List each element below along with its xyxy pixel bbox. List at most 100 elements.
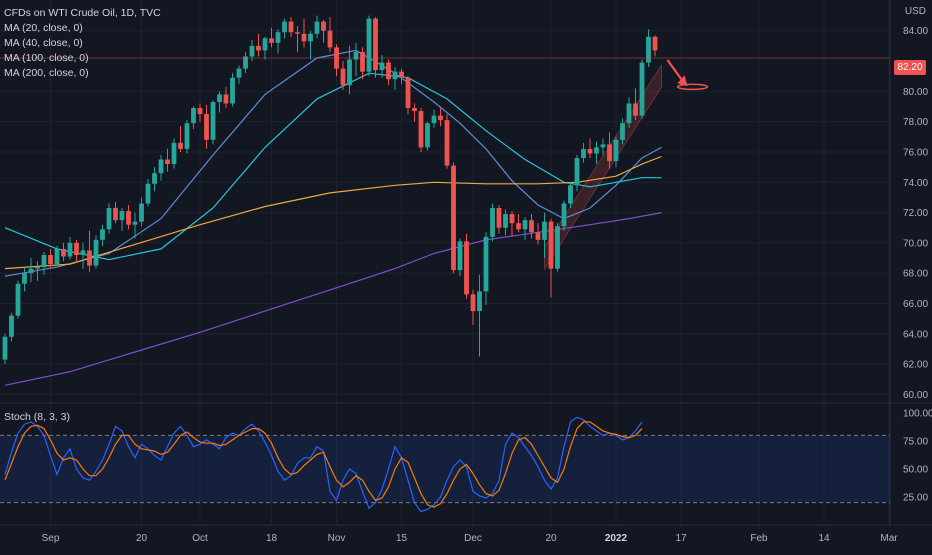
candle-body (100, 229, 105, 240)
ma200-label[interactable]: MA (200, close, 0) (4, 67, 89, 79)
candle-body (503, 214, 508, 228)
candle-body (126, 211, 131, 225)
candle-body (561, 203, 567, 227)
candle-body (41, 255, 47, 268)
time-axis[interactable]: Sep 20 Oct 18 Nov 15 Dec 20 2022 17 Feb 14 Mar (42, 533, 899, 544)
candle-body (366, 18, 372, 72)
candle-body (9, 315, 14, 337)
time-tick-label: 18 (266, 533, 278, 544)
candle-body (340, 68, 346, 86)
candle-body (347, 59, 352, 86)
price-axis[interactable]: 84.00 80.00 78.00 76.00 74.00 72.00 70.00 68.00… (903, 26, 928, 401)
candle-body (425, 123, 430, 148)
candle-body (535, 232, 541, 240)
time-tick-label: 2022 (605, 533, 628, 544)
stoch-axis[interactable]: 100.00 75.00 50.00 25.00 (903, 408, 932, 503)
candle-body (405, 77, 411, 109)
stoch-label[interactable]: Stoch (8, 3, 3) (4, 411, 70, 423)
candle-body (87, 250, 92, 266)
candle-body (22, 273, 27, 284)
candle-body (35, 267, 40, 269)
stoch-tick-label: 25.00 (903, 492, 928, 503)
candle-body (139, 203, 144, 222)
candle-body (184, 123, 190, 149)
candle-body (548, 221, 554, 269)
candle-body (2, 336, 8, 360)
forecast-target (676, 83, 709, 91)
candle-body (613, 139, 619, 162)
candle-body (646, 36, 651, 63)
currency-label: USD (904, 6, 926, 17)
candle-body (373, 18, 378, 71)
time-tick-label: Dec (464, 533, 482, 544)
candle-body (418, 111, 424, 148)
candle-body (249, 45, 255, 57)
candle-body (321, 21, 326, 31)
time-tick-label: 14 (818, 533, 830, 544)
time-tick-label: Feb (750, 533, 768, 544)
price-tick-label: 62.00 (903, 360, 928, 371)
price-tick-label: 80.00 (903, 87, 928, 98)
ma-line-0 (4, 49, 662, 277)
time-tick-label: 20 (136, 533, 148, 544)
candle-body (581, 148, 586, 159)
candle-body (399, 71, 404, 78)
stoch-tick-label: 75.00 (903, 436, 928, 447)
candle-body (191, 108, 196, 124)
candle-body (314, 21, 320, 34)
candle-body (197, 108, 203, 115)
candle-body (379, 62, 385, 71)
time-tick-label: 17 (675, 533, 687, 544)
candle-body (243, 56, 248, 69)
candle-body (217, 94, 222, 102)
candle-body (295, 32, 300, 34)
candle-body (275, 32, 281, 43)
price-tick-label: 68.00 (903, 269, 928, 280)
candle-body (496, 208, 502, 228)
candle-body (308, 33, 313, 42)
time-tick-label: 15 (396, 533, 408, 544)
candle-body (106, 208, 112, 230)
grid-lines (0, 0, 932, 526)
indicator-legend: CFDs on WTI Crude Oil, 1D, TVC MA (20, c… (4, 6, 161, 81)
candle-body (204, 114, 209, 140)
candle-body (607, 144, 612, 162)
candle-body (269, 38, 274, 43)
symbol-title[interactable]: CFDs on WTI Crude Oil, 1D, TVC (4, 7, 161, 19)
stoch-lines (4, 416, 643, 513)
candle-body (282, 21, 287, 33)
candle-body (522, 220, 528, 230)
candle-body (61, 248, 66, 257)
time-tick-label: 20 (545, 533, 557, 544)
stoch-band (0, 434, 890, 504)
price-tick-label: 84.00 (903, 26, 928, 37)
candle-body (470, 294, 476, 312)
candle-body (574, 158, 580, 186)
candle-body (171, 142, 177, 165)
candle-body (477, 291, 482, 312)
candle-body (431, 115, 437, 124)
candle-body (288, 21, 294, 33)
candle-body (633, 103, 638, 116)
candle-body (516, 223, 521, 230)
candle-body (386, 62, 391, 80)
candle-body (223, 94, 229, 104)
candle-body (119, 211, 125, 221)
ma20-label[interactable]: MA (20, close, 0) (4, 22, 83, 34)
candle-body (113, 208, 118, 221)
price-tick-label: 72.00 (903, 208, 928, 219)
candle-body (230, 77, 235, 104)
candle-body (542, 221, 547, 240)
candle-body (444, 120, 450, 166)
time-tick-label: Nov (328, 533, 346, 544)
candle-body (236, 68, 242, 78)
candle-body (132, 221, 138, 225)
price-tick-label: 64.00 (903, 329, 928, 340)
price-tick-label: 70.00 (903, 238, 928, 249)
ma40-label[interactable]: MA (40, close, 0) (4, 37, 83, 49)
stoch-tick-label: 100.00 (903, 408, 932, 419)
time-tick-label: Mar (880, 533, 898, 544)
ma100-label[interactable]: MA (100, close, 0) (4, 52, 89, 64)
